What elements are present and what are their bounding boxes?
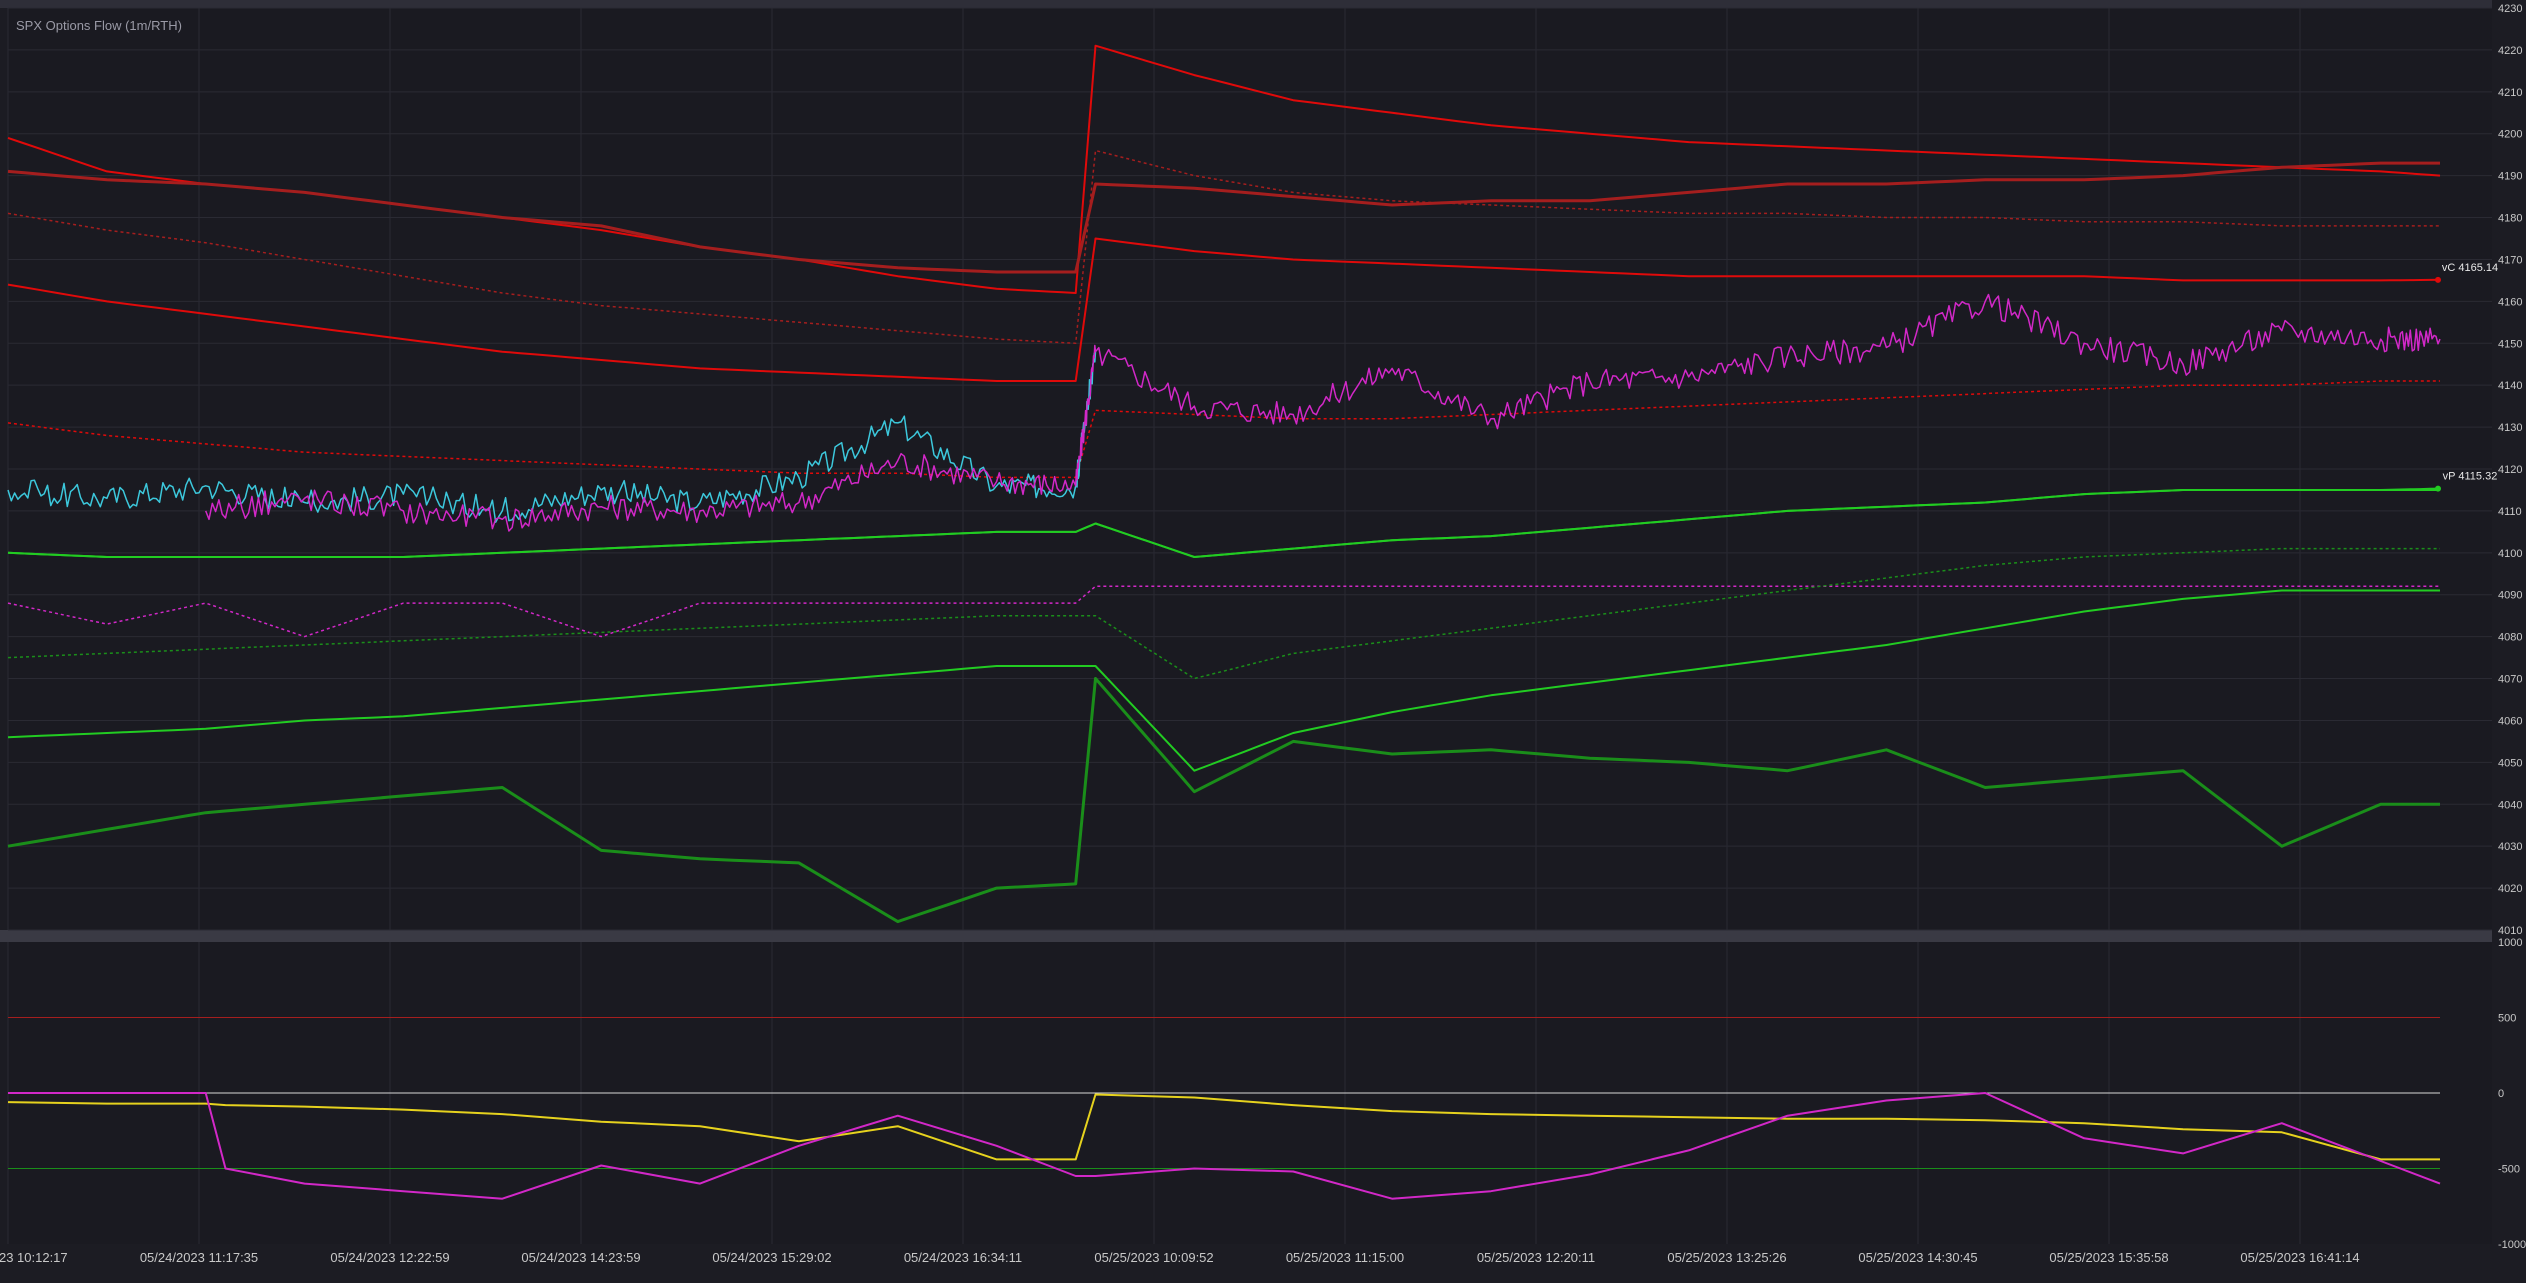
x-tick-label: 05/25/2023 16:41:14: [2240, 1250, 2359, 1265]
annotation-dot: [2435, 485, 2441, 492]
x-tick-label: 05/25/2023 15:35:58: [2049, 1250, 2168, 1265]
y-tick-label: 4160: [2498, 296, 2522, 308]
annotation-dot: [2435, 276, 2441, 283]
top-bar: [0, 0, 2526, 8]
y-tick-label: 4140: [2498, 380, 2522, 392]
series-line-8: [7, 487, 2441, 558]
x-tick-label: 05/24/2023 14:23:59: [521, 1250, 640, 1265]
annotation-label: vP 4115.32: [2443, 471, 2498, 483]
price-axis-area: [2492, 0, 2526, 1278]
y-tick-label: 4220: [2498, 45, 2522, 57]
y-tick-label-osc: 500: [2498, 1013, 2516, 1025]
x-tick-label: 05/24/2023 12:22:59: [330, 1250, 449, 1265]
y-tick-label: 4070: [2498, 674, 2522, 686]
x-tick-label: 05/25/2023 14:30:45: [1858, 1250, 1977, 1265]
x-tick-label: 05/25/2023 10:09:52: [1094, 1250, 1213, 1265]
series-line-1: [7, 161, 2440, 274]
y-tick-label: 4060: [2498, 715, 2522, 727]
y-tick-label-osc: 1000: [2498, 937, 2522, 949]
y-tick-label-osc: -500: [2498, 1164, 2520, 1176]
y-tick-label-osc: 0: [2498, 1088, 2504, 1100]
y-tick-label: 4050: [2498, 757, 2522, 769]
series-line-9: [7, 585, 2440, 638]
chart-title: SPX Options Flow (1m/RTH): [16, 18, 182, 33]
x-tick-label: 05/24/2023 10:12:17: [0, 1250, 68, 1265]
x-tick-label: 05/25/2023 11:15:00: [1286, 1250, 1404, 1265]
y-tick-label: 4120: [2498, 464, 2522, 476]
y-tick-label: 4020: [2498, 883, 2522, 895]
y-tick-label: 4190: [2498, 171, 2522, 183]
x-tick-label: 05/25/2023 12:20:11: [1477, 1250, 1595, 1265]
y-tick-label: 4150: [2498, 338, 2522, 350]
series-line-5: [7, 351, 1097, 523]
series-line-4: [7, 380, 2440, 479]
series-line-2: [7, 149, 2440, 345]
x-tick-label: 05/24/2023 11:17:35: [140, 1250, 258, 1265]
y-tick-label-osc: -1000: [2498, 1239, 2526, 1251]
y-tick-label: 4030: [2498, 841, 2522, 853]
annotation-label: vC 4165.14: [2442, 262, 2498, 274]
series-line-10: [7, 547, 2440, 680]
x-tick-label: 05/24/2023 15:29:02: [712, 1250, 831, 1265]
series-line-6: [205, 293, 2441, 532]
y-tick-label: 4090: [2498, 590, 2522, 602]
series-line-12: [7, 677, 2440, 924]
y-tick-label: 4210: [2498, 87, 2522, 99]
y-tick-label: 4230: [2498, 3, 2522, 15]
y-tick-label: 4100: [2498, 548, 2522, 560]
y-tick-label: 4170: [2498, 254, 2522, 266]
y-tick-label: 4080: [2498, 632, 2522, 644]
x-tick-label: 05/24/2023 16:34:11: [904, 1250, 1022, 1265]
x-tick-label: 05/25/2023 13:25:26: [1667, 1250, 1786, 1265]
y-tick-label: 4200: [2498, 129, 2522, 141]
osc-series-0: [7, 1093, 2440, 1161]
panel-separator: [0, 930, 2526, 942]
y-tick-label: 4180: [2498, 213, 2522, 225]
series-line-11: [7, 589, 2440, 772]
y-tick-label: 4040: [2498, 799, 2522, 811]
osc-series-1: [8, 1092, 2441, 1200]
y-tick-label: 4110: [2498, 506, 2522, 518]
y-tick-label: 4010: [2498, 925, 2522, 937]
y-tick-label: 4130: [2498, 422, 2522, 434]
series-line-3: [7, 237, 2441, 382]
time-axis-area: [0, 1244, 2526, 1278]
